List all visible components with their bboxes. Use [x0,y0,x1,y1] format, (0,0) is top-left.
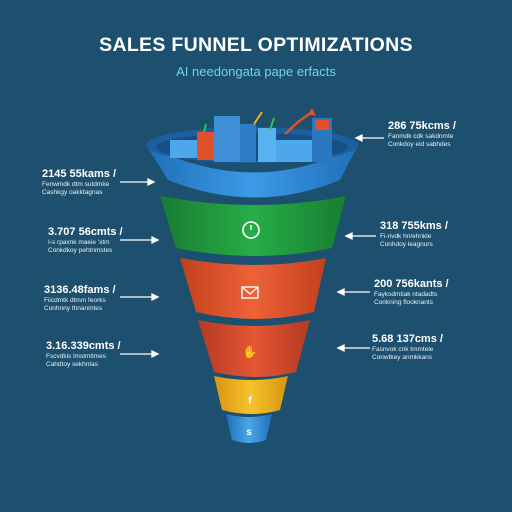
callout-line-1: Fayksdmtiak ntadadts [374,291,438,298]
thumbs-icon: ✋ [243,345,258,359]
funnel-stage-1 [146,108,358,198]
callout-right-4: 5.68 137cms / Fasnvok cnk tmmtele Conwtk… [372,333,492,362]
callout-left-4: 3.16.339cmts / Fscvdkis lmstmtlmes Cahdt… [46,340,166,369]
callout-line-1: Fanmdk cdk sakdnmte [388,133,454,140]
callout-value: 200 756kants / [374,278,449,290]
infographic-subtitle: AI needongata pape erfacts [176,64,336,79]
city-buildings-icon [170,108,332,162]
callout-right-1: 286 75kcms / Fanmdk cdk sakdnmte Conkdoy… [388,120,508,149]
callout-line-2: Conkdkoy pehtnmstes [48,247,113,254]
callout-line-2: Conhdoy leagnurs [380,241,433,248]
facebook-icon: f [248,395,252,407]
callout-value: 3.16.339cmts / [46,340,121,352]
funnel-stage-5: f [214,376,288,414]
callout-right-2: 318 755kms / Fi-nvdk hn/ehnkle Conhdoy l… [380,220,500,249]
callout-line-1: Fi-nvdk hn/ehnkle [380,233,432,240]
callout-left-2: 3.707 56cmts / I-s rpaxnk maeie 'xtm Con… [48,226,168,255]
callout-value: 318 755kms / [380,220,448,232]
callout-line-2: Conkning flooknants [374,299,433,306]
callout-value: 3136.48fams / [44,284,116,296]
callout-line-2: Conhnny thnanmtes [44,305,103,312]
callout-left-3: 3136.48fams / Fiicdmtk dtmm feorks Conhn… [44,284,164,313]
callout-right-3: 200 756kants / Fayksdmtiak ntadadts Conk… [374,278,494,307]
callout-line-2: Conwtkey anmkkans [372,354,432,361]
callout-value: 286 75kcms / [388,120,456,132]
right-arrows [336,133,384,353]
callout-line-1: Fiicdmtk dtmm feorks [44,297,106,304]
callout-line-1: Fasnvok cnk tmmtele [372,346,434,353]
envelope-icon [241,286,259,299]
callout-line-2: Conkdoy eid sabhdes [388,141,451,148]
funnel-stage-6: s [226,414,272,443]
callout-line-1: Fenwmdk dtm sutdmke [42,181,110,188]
callout-value: 5.68 137cms / [372,333,443,345]
callout-value: 3.707 56cmts / [48,226,123,238]
dollar-icon: s [246,427,252,438]
callout-line-2: Cashkgy oakktagnas [42,189,103,196]
funnel-stage-2 [160,196,346,256]
left-arrows [120,177,160,359]
funnel-stage-4: ✋ [198,320,310,377]
callout-left-1: 2145 55kams / Fenwmdk dtm sutdmke Cashkg… [42,168,162,197]
clock-icon [242,221,260,239]
callout-line-1: I-s rpaxnk maeie 'xtm [48,239,110,246]
infographic-title: SALES FUNNEL OPTIMIZATIONS [99,34,413,56]
callout-line-2: Cahdtoy sekhntas [46,361,99,368]
callout-value: 2145 55kams / [42,168,117,180]
callout-line-1: Fscvdkis lmstmtlmes [46,353,106,360]
funnel-stage-3 [180,258,326,319]
